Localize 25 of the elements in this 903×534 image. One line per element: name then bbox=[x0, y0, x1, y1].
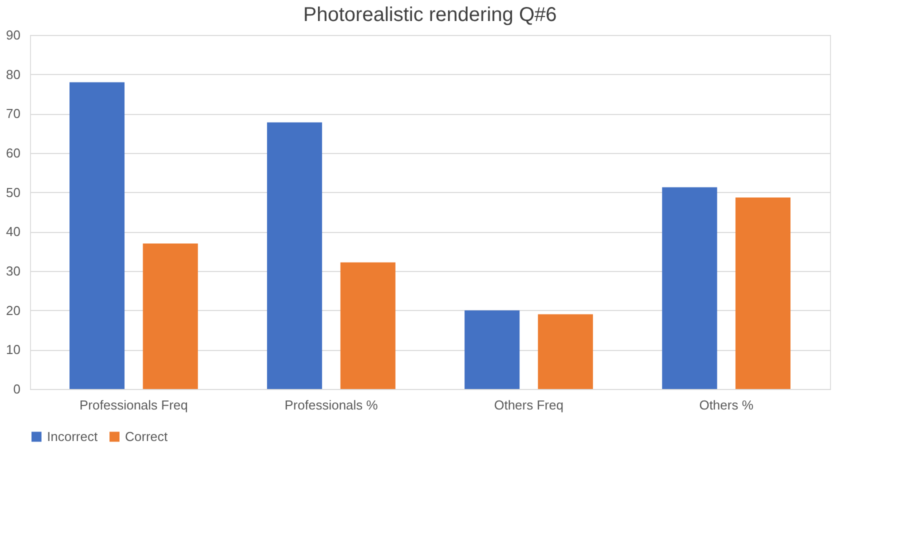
y-tick-label: 90 bbox=[6, 28, 20, 42]
bar bbox=[340, 262, 396, 389]
y-tick-label: 70 bbox=[6, 106, 20, 122]
x-tick-label: Professionals Freq bbox=[80, 398, 188, 412]
x-tick-label: Others Freq bbox=[494, 398, 564, 412]
bar bbox=[538, 314, 593, 389]
x-tick-label: Others % bbox=[699, 398, 754, 412]
bar bbox=[464, 310, 520, 389]
bar bbox=[142, 243, 198, 389]
y-tick-label: 30 bbox=[6, 264, 20, 278]
bar bbox=[267, 122, 322, 389]
x-tick-label: Professionals % bbox=[284, 398, 378, 412]
y-tick-label: 0 bbox=[13, 382, 20, 396]
bar bbox=[70, 82, 125, 389]
y-tick-label: 50 bbox=[6, 184, 20, 200]
y-tick-label: 40 bbox=[6, 224, 20, 240]
legend-label: Correct bbox=[125, 428, 168, 444]
y-tick-label: 20 bbox=[6, 302, 20, 318]
bar bbox=[735, 197, 790, 389]
y-tick-label: 10 bbox=[6, 342, 20, 358]
y-tick-label: 60 bbox=[6, 146, 20, 160]
chart-title: Photorealistic rendering Q#6 bbox=[303, 4, 557, 26]
legend-label: Incorrect bbox=[47, 428, 98, 444]
y-tick-label: 80 bbox=[6, 66, 20, 82]
bar bbox=[662, 187, 718, 389]
